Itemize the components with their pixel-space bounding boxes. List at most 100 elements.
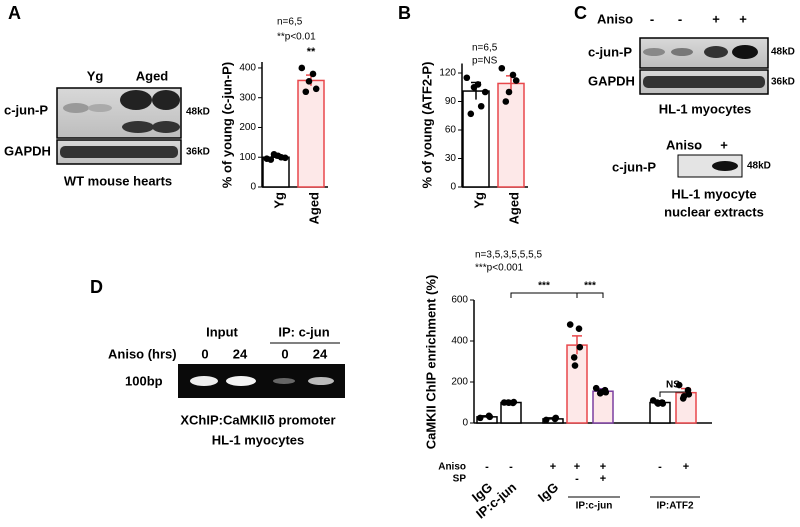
band xyxy=(122,121,154,133)
treatment-value: + xyxy=(550,461,556,473)
annotation: n=6,5 xyxy=(472,43,498,54)
blot-a: Yg Aged c-jun-P GAPDH 48kD 36kD WT mouse… xyxy=(4,68,210,188)
lane-label: + xyxy=(739,11,747,26)
size-label: 48kD xyxy=(771,47,795,58)
data-point xyxy=(498,64,506,72)
treatment-label: Aniso xyxy=(666,137,702,152)
data-point xyxy=(505,88,513,96)
x-tick-label: Yg xyxy=(271,192,286,209)
treatment-value: + xyxy=(600,473,606,485)
y-axis-title: CaMKII ChIP enrichment (%) xyxy=(423,275,438,450)
y-tick-label: 300 xyxy=(239,92,256,103)
panel-label: C xyxy=(574,3,587,23)
panel-label: D xyxy=(90,277,103,297)
data-point xyxy=(592,384,600,392)
data-point xyxy=(486,413,494,421)
y-tick-label: 400 xyxy=(451,336,468,347)
annotation: ***p<0.001 xyxy=(475,263,524,274)
band xyxy=(120,90,152,110)
lane-label: Yg xyxy=(87,68,104,83)
lane-label: Aged xyxy=(136,68,169,83)
caption: nuclear extracts xyxy=(664,204,764,219)
significance-bracket xyxy=(510,292,578,298)
treatment-value: + xyxy=(574,461,580,473)
group-label: IP:ATF2 xyxy=(656,501,693,512)
data-point xyxy=(542,416,550,424)
data-point xyxy=(654,400,662,407)
band xyxy=(60,146,178,158)
data-point xyxy=(566,321,574,328)
bar xyxy=(592,390,614,424)
y-tick-label: 90 xyxy=(445,96,457,107)
size-label: 36kD xyxy=(771,77,795,88)
data-point xyxy=(463,74,471,82)
band xyxy=(643,76,765,88)
row-label: c-jun-P xyxy=(4,102,48,117)
data-point xyxy=(597,388,605,396)
data-point xyxy=(576,343,584,351)
data-point xyxy=(510,398,518,406)
size-label: 48kD xyxy=(747,161,771,172)
band xyxy=(671,48,693,56)
y-tick-label: 0 xyxy=(450,182,456,193)
data-point xyxy=(602,388,610,396)
caption: HL-1 myocytes xyxy=(212,432,304,447)
annotation: n=3,5,3,5,5,5,5 xyxy=(475,250,542,261)
y-axis-title: % of young (c-jun-P) xyxy=(219,62,234,188)
size-label: 36kD xyxy=(186,147,210,158)
band xyxy=(190,376,218,386)
blot-c: Aniso - - + + c-jun-P GAPDH 48kD 36kD HL… xyxy=(588,11,795,116)
annotation: **p<0.01 xyxy=(277,32,316,43)
y-axis-title: % of young (ATF2-P) xyxy=(419,62,434,189)
band xyxy=(273,378,295,384)
significance: *** xyxy=(538,281,550,292)
data-point xyxy=(298,64,306,72)
y-tick-label: 100 xyxy=(239,152,256,163)
treatment-value: + xyxy=(600,461,606,473)
lane-label: + xyxy=(712,11,720,26)
bar xyxy=(297,79,325,188)
lane-label: 24 xyxy=(233,346,248,361)
gel-d: Input IP: c-jun Aniso (hrs) 0 24 0 24 10… xyxy=(108,324,345,447)
band xyxy=(643,48,665,56)
bar xyxy=(462,90,490,188)
treatment-label: Aniso xyxy=(438,462,466,473)
data-point xyxy=(270,150,278,158)
blot-frame xyxy=(677,154,743,178)
panel-label: A xyxy=(8,3,21,23)
significance-bracket xyxy=(659,391,687,397)
caption: WT mouse hearts xyxy=(64,173,172,188)
x-tick-label: Aged xyxy=(506,192,521,225)
row-label: GAPDH xyxy=(4,143,51,158)
data-point xyxy=(509,71,517,79)
band xyxy=(308,377,334,385)
band xyxy=(88,104,112,112)
lane-label: - xyxy=(695,139,699,154)
data-point xyxy=(575,325,583,333)
lane-label: - xyxy=(678,11,682,26)
treatment-value: - xyxy=(485,461,489,473)
treatment-label: SP xyxy=(453,474,467,485)
lane-label: + xyxy=(720,137,728,152)
y-tick-label: 30 xyxy=(445,153,457,164)
caption: HL-1 myocyte xyxy=(671,186,756,201)
data-point xyxy=(467,110,475,118)
caption: HL-1 myocytes xyxy=(659,101,751,116)
bar xyxy=(497,82,525,188)
data-point xyxy=(659,400,667,407)
data-point xyxy=(552,414,560,422)
marker-label: 100bp xyxy=(125,373,163,388)
band xyxy=(152,90,180,110)
significance-bracket xyxy=(576,292,604,298)
y-tick-label: 600 xyxy=(451,295,468,306)
band xyxy=(712,161,738,171)
x-tick-label: Aged xyxy=(306,192,321,225)
data-point xyxy=(505,399,513,407)
band xyxy=(732,45,758,59)
data-point xyxy=(302,88,310,96)
significance: *** xyxy=(584,281,596,292)
lane-label: - xyxy=(650,11,654,26)
lane-label: 0 xyxy=(201,346,208,361)
y-tick-label: 0 xyxy=(250,182,256,193)
